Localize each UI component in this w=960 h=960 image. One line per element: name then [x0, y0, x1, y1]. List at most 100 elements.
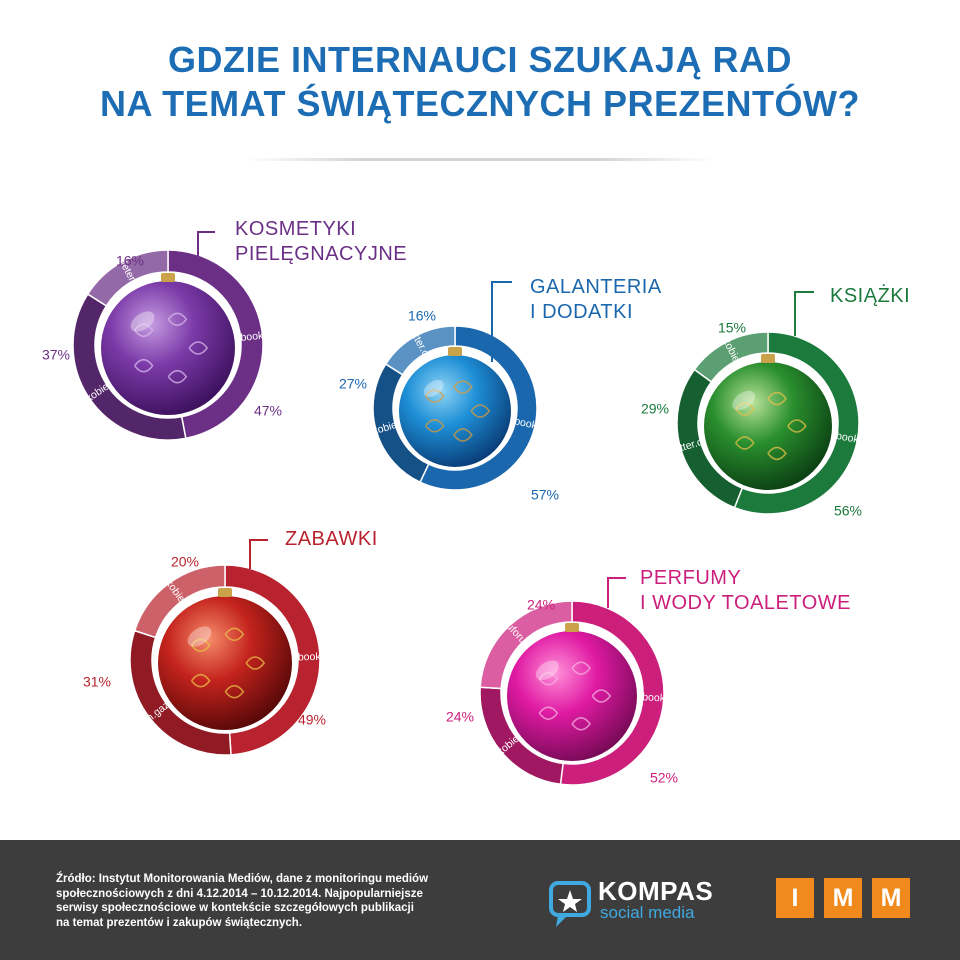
- chart-title: KSIĄŻKI: [830, 284, 910, 307]
- title-leader-line: [249, 539, 268, 569]
- ornament-chart: Facebook.com56%Twitter.com29%Netkobiety.…: [641, 284, 910, 519]
- ornament-highlight: [187, 626, 212, 647]
- slice-percent-label: 27%: [339, 376, 367, 392]
- ornament-swirl: [224, 627, 245, 642]
- slice-percent-label: 24%: [446, 709, 474, 725]
- donut-slice: [479, 600, 573, 690]
- ornament-swirl: [453, 428, 473, 442]
- imm-logo: I M M: [776, 878, 916, 918]
- speech-bubble-icon: [549, 881, 591, 927]
- ornament-swirl: [787, 419, 807, 433]
- page-title: GDZIE INTERNAUCI SZUKAJĄ RAD NA TEMAT ŚW…: [0, 38, 960, 126]
- footer: Źródło: Instytut Monitorowania Mediów, d…: [0, 840, 960, 960]
- ornament-swirl: [470, 404, 491, 418]
- ornament-swirl: [591, 689, 612, 703]
- slice-percent-label: 31%: [83, 674, 111, 690]
- ornament-swirl: [424, 419, 445, 433]
- slice-percent-label: 52%: [650, 770, 678, 786]
- ornament-swirl: [190, 673, 211, 688]
- title-leader-line: [607, 577, 626, 608]
- ornament-ball: [704, 362, 832, 490]
- donut-slice: [133, 564, 226, 639]
- ornament-highlight: [130, 311, 155, 332]
- title-leader-line: [197, 231, 215, 258]
- ornament-chart: Facebook.com49%Forum.gazeta.pl31%Netkobi…: [83, 528, 378, 756]
- slice-percent-label: 20%: [171, 554, 199, 570]
- slice-percent-label: 15%: [718, 320, 746, 336]
- ornament-chart: Facebook.com52%Netkobiety.pl24%Perfuforu…: [446, 567, 851, 786]
- source-line: serwisy społecznościowe w kontekście szc…: [56, 902, 414, 914]
- ornament-cap: [565, 623, 579, 632]
- slice-percent-label: 37%: [42, 347, 70, 363]
- chart-title: PERFUMY: [640, 567, 741, 589]
- donut-slice: [86, 249, 169, 307]
- slice-percent-label: 57%: [531, 487, 559, 503]
- slice-percent-label: 56%: [834, 503, 862, 519]
- ornament-donut-charts: Facebook.com47%Netkobiety.pl37%F.kafeter…: [42, 218, 910, 786]
- ornament-swirl: [167, 312, 188, 327]
- ornament-cap: [761, 354, 775, 363]
- title-leader-line: [491, 281, 512, 362]
- source-line: na temat prezentów i zakupów świątecznyc…: [56, 916, 303, 929]
- donut-slice: [733, 331, 860, 515]
- title-leader-line: [794, 291, 814, 336]
- ornament-swirl: [767, 391, 787, 406]
- ornament-swirl: [224, 684, 245, 699]
- slice-percent-label: 16%: [408, 308, 436, 324]
- chart-title: ZABAWKI: [285, 528, 378, 550]
- slice-percent-label: 49%: [298, 712, 326, 728]
- source-note: Źródło: Instytut Monitorowania Mediów, d…: [56, 872, 496, 930]
- ornament-swirl: [133, 358, 154, 373]
- kompas-logo: KOMPAS social media: [548, 876, 728, 928]
- title-divider: [245, 158, 715, 161]
- chart-title: KOSMETYKI: [235, 218, 356, 240]
- chart-title: GALANTERIA: [530, 276, 662, 298]
- kompas-name: KOMPAS: [598, 876, 714, 906]
- ornament-swirl: [133, 323, 154, 338]
- title-line-2: NA TEMAT ŚWIĄTECZNYCH PREZENTÓW?: [100, 83, 860, 124]
- source-line: społecznościowych z dni 4.12.2014 – 10.1…: [56, 887, 423, 900]
- donut-slice: [693, 331, 769, 383]
- ornament-swirl: [571, 717, 592, 731]
- slice-percent-label: 16%: [116, 253, 144, 269]
- ornament-swirl: [735, 436, 755, 450]
- slice-percent-label: 29%: [641, 401, 669, 417]
- kompas-subtitle: social media: [600, 903, 695, 922]
- slice-percent-label: 47%: [254, 403, 282, 419]
- ornament-swirl: [735, 402, 755, 416]
- ornament-swirl: [571, 661, 592, 675]
- source-line: Źródło: Instytut Monitorowania Mediów, d…: [56, 873, 429, 885]
- imm-letter: I: [776, 878, 814, 918]
- ornament-ball: [158, 596, 292, 730]
- ornament-cap: [448, 347, 462, 356]
- ornament-ball: [399, 355, 511, 467]
- chart-title: I DODATKI: [530, 301, 633, 323]
- ornament-highlight: [423, 379, 444, 397]
- ornament-cap: [218, 588, 232, 597]
- ornament-ball: [507, 631, 637, 761]
- slice-percent-label: 24%: [527, 597, 555, 613]
- ornament-swirl: [424, 389, 445, 403]
- title-line-1: GDZIE INTERNAUCI SZUKAJĄ RAD: [167, 39, 792, 80]
- ornament-ball: [101, 281, 235, 415]
- ornament-swirl: [167, 369, 188, 384]
- ornament-swirl: [453, 380, 473, 394]
- ornament-highlight: [732, 390, 756, 411]
- ornament-swirl: [190, 638, 211, 653]
- donut-slice: [419, 325, 538, 491]
- imm-letter: M: [824, 878, 862, 918]
- ornament-swirl: [767, 446, 787, 461]
- chart-title: PIELĘGNACYJNE: [235, 243, 407, 265]
- ornament-swirl: [538, 672, 559, 686]
- ornament-swirl: [245, 656, 266, 670]
- ornament-chart: Facebook.com47%Netkobiety.pl37%F.kafeter…: [42, 218, 407, 441]
- ornament-chart: Facebook.com57%Netkobiety.pl27%Twitter.c…: [339, 276, 662, 503]
- ornament-swirl: [538, 706, 559, 720]
- donut-slice: [384, 325, 456, 376]
- chart-title: I WODY TOALETOWE: [640, 592, 851, 614]
- imm-letter: M: [872, 878, 910, 918]
- ornament-cap: [161, 273, 175, 282]
- ornament-highlight: [535, 660, 559, 681]
- donut-slice: [224, 564, 321, 756]
- ornament-swirl: [188, 341, 209, 355]
